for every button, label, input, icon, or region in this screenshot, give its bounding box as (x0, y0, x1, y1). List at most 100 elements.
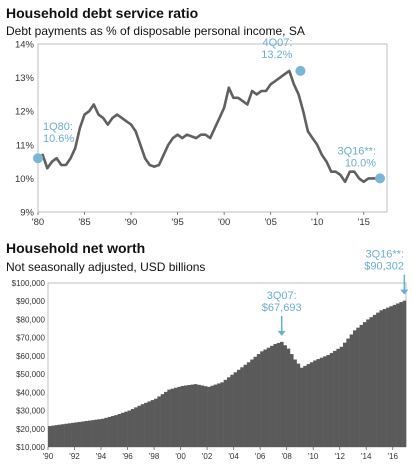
networth-y-tick-label: $10,000 (16, 443, 45, 452)
networth-y-tick-label: $80,000 (16, 315, 45, 324)
networth-x-tick-label: '98 (149, 452, 160, 461)
networth-bar (107, 416, 112, 447)
networth-bar (230, 374, 234, 447)
networth-bar (352, 330, 357, 447)
networth-bar (197, 384, 201, 447)
networth-annotation-label: 3Q16**: (365, 249, 404, 261)
networth-bar (134, 407, 138, 447)
debt-ratio-line (37, 69, 380, 184)
networth-bar (154, 398, 158, 447)
networth-chart-title: Household net worth (6, 240, 145, 256)
networth-x-tick-label: '02 (202, 452, 213, 461)
networth-x-tick-label: '00 (175, 452, 186, 461)
networth-bar (177, 386, 181, 447)
networth-bar (296, 363, 301, 447)
debt-x-tick-label: '10 (311, 217, 323, 228)
debt-y-tick-label: 13% (15, 73, 35, 84)
networth-bar (193, 384, 198, 447)
networth-y-tick-label: $50,000 (16, 370, 45, 379)
networth-x-tick-label: '14 (361, 452, 372, 461)
networth-bar (289, 354, 294, 447)
networth-bar (376, 312, 380, 447)
debt-x-tick-label: '00 (218, 217, 230, 228)
debt-annotation-value: 13.2% (261, 49, 292, 61)
networth-bar (164, 391, 168, 447)
networth-bar (180, 385, 185, 447)
debt-annotation-value: 10.6% (43, 133, 74, 145)
networth-bar (110, 416, 115, 447)
networth-bar (303, 365, 307, 447)
networth-bar (243, 364, 248, 447)
networth-x-tick-label: '12 (334, 452, 345, 461)
networth-annotation-arrowhead (277, 330, 286, 336)
networth-y-tick-label: $100,000 (12, 279, 46, 288)
networth-bar (140, 404, 145, 447)
networth-bar (160, 394, 165, 447)
networth-x-tick-label: '92 (69, 452, 80, 461)
networth-bar (97, 419, 102, 447)
networth-bar (333, 350, 337, 447)
networth-bar (283, 345, 287, 447)
networth-bar (210, 385, 214, 447)
networth-bar (71, 422, 75, 447)
networth-annotation-value: $90,302 (364, 261, 404, 273)
networth-bar (336, 348, 340, 447)
networth-annotation-value: $67,693 (262, 302, 302, 314)
networth-bar (67, 423, 72, 447)
networth-bar (187, 385, 191, 447)
networth-bar (220, 382, 224, 447)
networth-bar (256, 354, 261, 447)
networth-bar (170, 388, 175, 447)
networth-bar (240, 367, 244, 447)
debt-annotation-label: 1Q80: (43, 121, 73, 133)
networth-bar (306, 364, 311, 447)
networth-y-tick-label: $90,000 (16, 297, 45, 306)
networth-bar (117, 413, 122, 447)
networth-bar (233, 372, 238, 447)
networth-x-tick-label: '08 (281, 452, 292, 461)
networth-chart-axes: $10,000 $20,000 $30,000 $40,000 $50,000 $60,0… (12, 279, 407, 461)
debt-x-tick-label: '85 (78, 217, 90, 228)
networth-bar (263, 349, 268, 447)
networth-bar (266, 347, 271, 447)
debt-x-tick-label: '15 (358, 217, 370, 228)
networth-bar (326, 354, 330, 447)
networth-bar (127, 410, 132, 447)
debt-x-tick-label: '05 (264, 217, 276, 228)
networth-x-tick-label: '06 (255, 452, 266, 461)
networth-bar (402, 300, 407, 447)
networth-bar (273, 344, 277, 447)
debt-annotation-marker (375, 173, 386, 184)
networth-bar (227, 377, 231, 447)
debt-annotation-marker (33, 153, 43, 164)
networth-bar (346, 338, 350, 447)
networth-bar (299, 367, 304, 447)
networth-bar (74, 422, 79, 447)
networth-bar (343, 342, 347, 447)
networth-x-tick-label: '04 (228, 452, 239, 461)
networth-x-tick-label: '90 (43, 452, 54, 461)
debt-annotation-label: 3Q16**: (337, 145, 376, 157)
networth-bar (87, 420, 92, 447)
debt-plot-frame (37, 43, 388, 213)
networth-bar (329, 352, 334, 447)
debt-x-tick-label: '80 (32, 217, 44, 228)
debt-chart-plot: 1Q80:10.6% 4Q07:13.2% 3Q16**:10.0% (33, 37, 386, 184)
debt-chart-axes: 9% 10% 11% 12% 13% 14% '80 '85 '90 '95 '00 '05 '10 '1… (15, 40, 388, 228)
networth-x-tick-label: '96 (122, 452, 133, 461)
networth-bar (356, 327, 360, 447)
networth-chart-subtitle: Not seasonally adjusted, USD billions (6, 260, 205, 274)
networth-bar (309, 362, 314, 447)
networth-bar (81, 421, 85, 447)
networth-bar (120, 412, 125, 447)
networth-bar (217, 383, 221, 447)
networth-y-tick-label: $60,000 (16, 352, 45, 361)
networth-chart-plot: 3Q07:$67,693 3Q16**:$90,302 (48, 249, 409, 447)
networth-bar (57, 424, 62, 447)
networth-y-tick-label: $20,000 (16, 425, 45, 434)
networth-y-tick-label: $40,000 (16, 388, 45, 397)
networth-bar (386, 307, 390, 447)
networth-bar (362, 322, 367, 447)
